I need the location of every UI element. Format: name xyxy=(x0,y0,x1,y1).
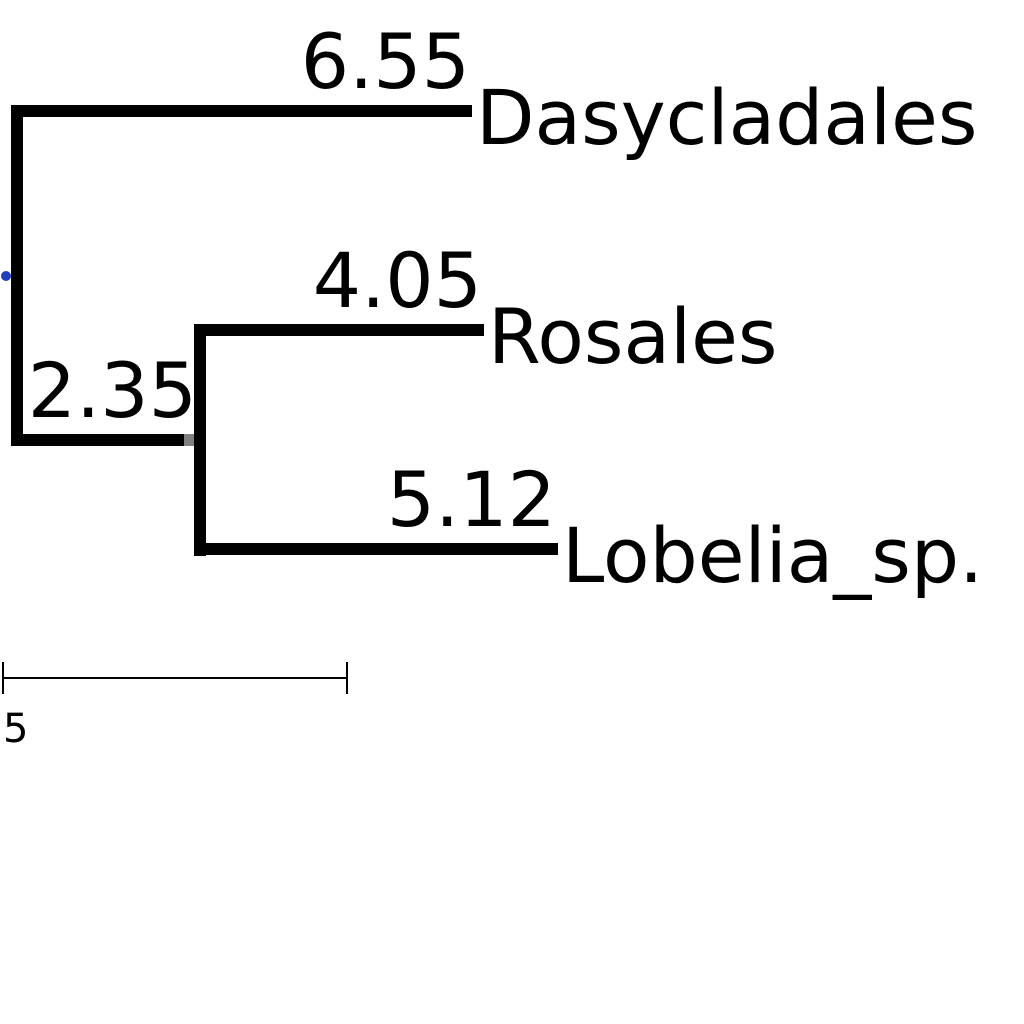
internal-node-marker xyxy=(184,434,196,446)
scale-bar-label: 5 xyxy=(3,706,28,752)
leaf-label-rosales: Rosales xyxy=(488,292,778,381)
branch-length-lobelia: 5.12 xyxy=(387,455,556,544)
root-node xyxy=(1,271,11,281)
leaf-label-dasycladales: Dasycladales xyxy=(476,73,977,162)
branch-length-internal: 2.35 xyxy=(28,346,197,435)
leaf-label-lobelia: Lobelia_sp. xyxy=(562,511,983,600)
branch-length-rosales: 4.05 xyxy=(313,236,482,325)
branch-length-dasycladales: 6.55 xyxy=(301,17,470,106)
scale-bar: 5 xyxy=(2,662,348,752)
